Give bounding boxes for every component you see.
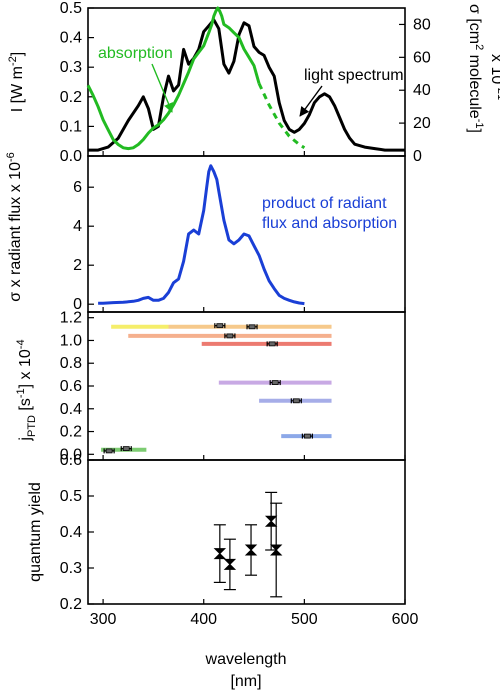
- x-tick-label: 300: [90, 611, 117, 628]
- rate-point: [268, 341, 276, 347]
- light-spectrum-line: [88, 18, 405, 152]
- quantum-yield-point: [264, 515, 278, 527]
- rate-point: [122, 446, 130, 452]
- y-tick-label: 0.6: [60, 378, 82, 395]
- quantum-yield-point: [223, 558, 237, 570]
- y-tick-label: 0.0: [60, 148, 82, 165]
- panel-quantum-yield-points: [213, 491, 283, 598]
- irradiance-axis-label: I [W m-2]: [7, 52, 26, 112]
- rate-point: [303, 433, 311, 439]
- y-tick-label: 4: [73, 218, 82, 235]
- panel-product-series: [98, 164, 305, 306]
- panel-irradiance-x-ticks: [102, 151, 406, 156]
- product-label-line2: flux and absorption: [262, 215, 397, 232]
- light-spectrum-arrow: [299, 85, 323, 117]
- y-tick-label: 0.1: [60, 118, 82, 135]
- y-tick-label: 0.3: [60, 560, 82, 577]
- jptd-axis-label-sub: PTD: [26, 415, 38, 437]
- panel-photolysis-points: [103, 323, 313, 454]
- rate-point: [216, 323, 224, 329]
- product-axis-label-sup: -6: [5, 152, 17, 162]
- irradiance-axis-label-sup: -2: [7, 56, 19, 66]
- quantum-yield-point: [244, 544, 258, 556]
- x-tick-label: 400: [190, 611, 217, 628]
- absorption-label: absorption: [98, 45, 173, 62]
- y-tick-label: 0.8: [60, 355, 82, 372]
- panel-photolysis-y-ticks: 0.0 0.2 0.4 0.6 0.8 1.0 1.2: [60, 310, 94, 463]
- jptd-axis-label-mid: [s: [17, 398, 34, 415]
- sigma-axis-label-sup1: 2: [473, 44, 485, 50]
- sigma-axis-label-scale: x 10-21: [488, 54, 500, 100]
- light-spectrum-label: light spectrum: [304, 67, 404, 84]
- sigma-axis-label: σ [cm2 molecule-1] x 10-21: [466, 4, 500, 133]
- sigma-axis-label-sup3: -21: [495, 84, 500, 100]
- y-tick-label: 0.5: [60, 0, 82, 17]
- y-tick-label: 0.3: [60, 59, 82, 76]
- rate-point: [226, 333, 234, 339]
- y-tick-label: 0.0: [60, 446, 82, 463]
- sigma-axis-label-close: ]: [466, 128, 483, 132]
- jptd-axis-label-scale: ] x 10: [17, 349, 34, 388]
- y-right-tick-label: 40: [413, 82, 431, 99]
- panel-product: 0 2 4 6 product of radiant flux and absorpt…: [5, 152, 406, 313]
- y-tick-label: 1.2: [60, 310, 82, 327]
- sigma-axis-label-main: σ [cm2 molecule-1]: [466, 4, 485, 133]
- y-tick-label: 0.2: [60, 89, 82, 106]
- rate-point: [248, 324, 256, 330]
- y-tick-label: 0.4: [60, 524, 82, 541]
- panel-irradiance-left-ticks: 0.0 0.1 0.2 0.3 0.4 0.5: [60, 0, 94, 165]
- y-right-tick-label: 60: [413, 49, 431, 66]
- panel-photolysis: 0.0 0.2 0.4 0.6 0.8 1.0 1.2 jPTD [s-1] x 10-4: [15, 310, 406, 463]
- y-tick-label: 0.4: [60, 401, 82, 418]
- y-tick-label: 2: [73, 257, 82, 274]
- panel-quantum-yield-x-ticks: 300 400 500 600: [90, 599, 419, 628]
- rate-point: [271, 380, 279, 385]
- product-axis-label: σ x radiant flux x 10-6: [5, 152, 24, 302]
- jptd-axis-label-sup2: -4: [15, 339, 27, 349]
- quantum-yield-axis-label: quantum yield: [27, 482, 44, 582]
- panel-quantum-yield: 0.2 0.3 0.4 0.5 0.6 300 400 500 600 quantum yie…: [27, 452, 418, 690]
- quantum-yield-point: [213, 548, 227, 560]
- panel-photolysis-x-ticks: [102, 455, 406, 460]
- y-tick-label: 0: [73, 296, 82, 313]
- panel-irradiance-series: [86, 6, 405, 152]
- panel-product-x-ticks: [102, 307, 406, 312]
- absorption-arrow: [151, 63, 174, 113]
- y-tick-label: 0.6: [60, 452, 82, 469]
- rate-point: [105, 448, 113, 454]
- y-tick-label: 0.2: [60, 596, 82, 613]
- sigma-axis-label-sup2: -1: [473, 119, 485, 129]
- y-right-tick-label: 80: [413, 16, 431, 33]
- irradiance-axis-label-close: ]: [9, 52, 26, 56]
- jptd-axis-label: jPTD [s-1] x 10-4: [15, 339, 38, 441]
- wavelength-axis-unit: [nm]: [230, 673, 261, 690]
- sigma-axis-label-mid: molecule: [466, 50, 483, 119]
- rate-point: [292, 398, 300, 404]
- y-tick-label: 6: [73, 179, 82, 196]
- product-line: [98, 164, 305, 306]
- panel-photolysis-bands: [101, 324, 332, 452]
- y-tick-label: 1.0: [60, 332, 82, 349]
- y-tick-label: 0.4: [60, 30, 82, 47]
- y-right-tick-label: 20: [413, 115, 431, 132]
- absorption-line: [86, 6, 261, 151]
- y-tick-label: 0.5: [60, 488, 82, 505]
- product-label-line1: product of radiant: [262, 195, 387, 212]
- quantum-yield-point: [269, 544, 283, 556]
- jptd-axis-label-sup1: -1: [15, 388, 27, 398]
- panel-irradiance-right-ticks: 0 20 40 60 80: [399, 16, 431, 165]
- panel-quantum-yield-y-ticks: 0.2 0.3 0.4 0.5 0.6: [60, 452, 94, 613]
- x-tick-label: 600: [392, 611, 419, 628]
- x-tick-label: 500: [291, 611, 318, 628]
- y-tick-label: 0.2: [60, 424, 82, 441]
- panel-product-y-ticks: 0 2 4 6: [73, 179, 94, 313]
- y-right-tick-label: 0: [413, 148, 422, 165]
- wavelength-axis-label: wavelength: [205, 651, 287, 668]
- panel-quantum-yield-frame: [87, 459, 406, 605]
